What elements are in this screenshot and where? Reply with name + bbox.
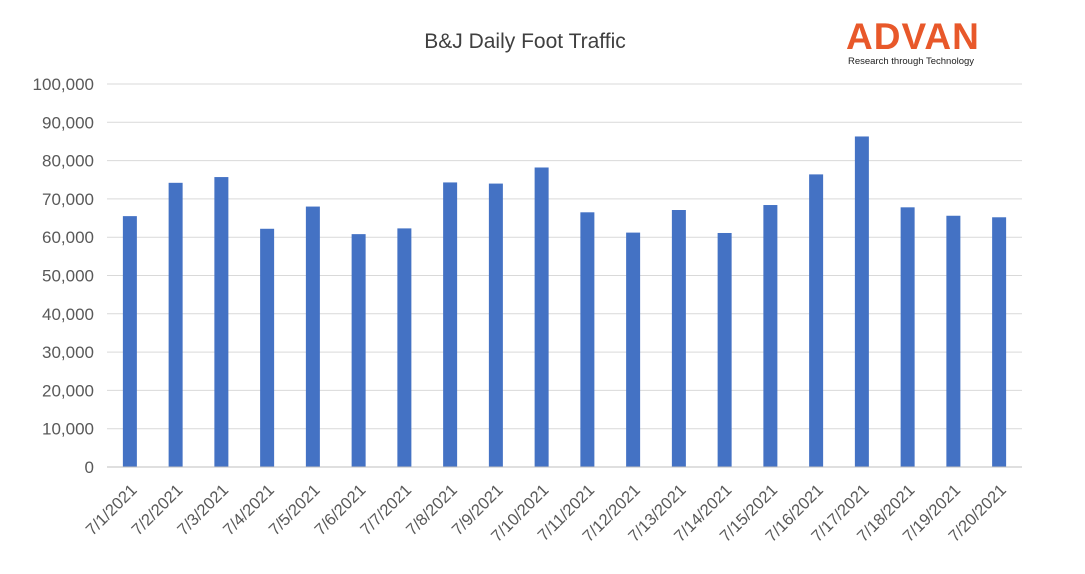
bar [397,228,412,467]
bar [946,215,961,467]
bar [168,182,183,467]
bar [443,182,458,467]
advan-logo: ADVAN Research through Technology [846,16,996,68]
y-tick-label: 90,000 [42,113,94,132]
bar [305,206,320,467]
bar [900,207,915,468]
x-axis-ticks: 7/1/20217/2/20217/3/20217/4/20217/5/2021… [83,481,1010,546]
bar [763,205,778,467]
bar [671,210,686,467]
y-tick-label: 50,000 [42,267,94,286]
y-tick-label: 30,000 [42,343,94,362]
bar [122,216,137,467]
chart-title: B&J Daily Foot Traffic [424,30,626,53]
y-tick-label: 40,000 [42,305,94,324]
bar [809,174,824,467]
y-tick-label: 80,000 [42,152,94,171]
y-tick-label: 60,000 [42,228,94,247]
bar [854,136,869,467]
logo-tagline: Research through Technology [848,56,975,67]
bar [351,234,366,467]
y-tick-label: 20,000 [42,381,94,400]
y-axis-ticks: 0 10,000 20,000 30,000 40,000 50,000 60,000 70,… [33,75,94,477]
bar [626,232,641,467]
y-tick-label: 100,000 [33,75,94,94]
gridlines [107,83,1022,468]
bar [488,183,503,467]
y-tick-label: 10,000 [42,420,94,439]
y-tick-label: 0 [85,458,94,477]
bar [214,177,229,467]
bar [717,232,732,467]
bars [122,136,1007,468]
bar [260,228,275,467]
logo-wordmark: ADVAN [846,16,980,57]
bar [534,167,549,467]
bar [580,212,595,467]
y-tick-label: 70,000 [42,190,94,209]
bar [992,217,1007,467]
